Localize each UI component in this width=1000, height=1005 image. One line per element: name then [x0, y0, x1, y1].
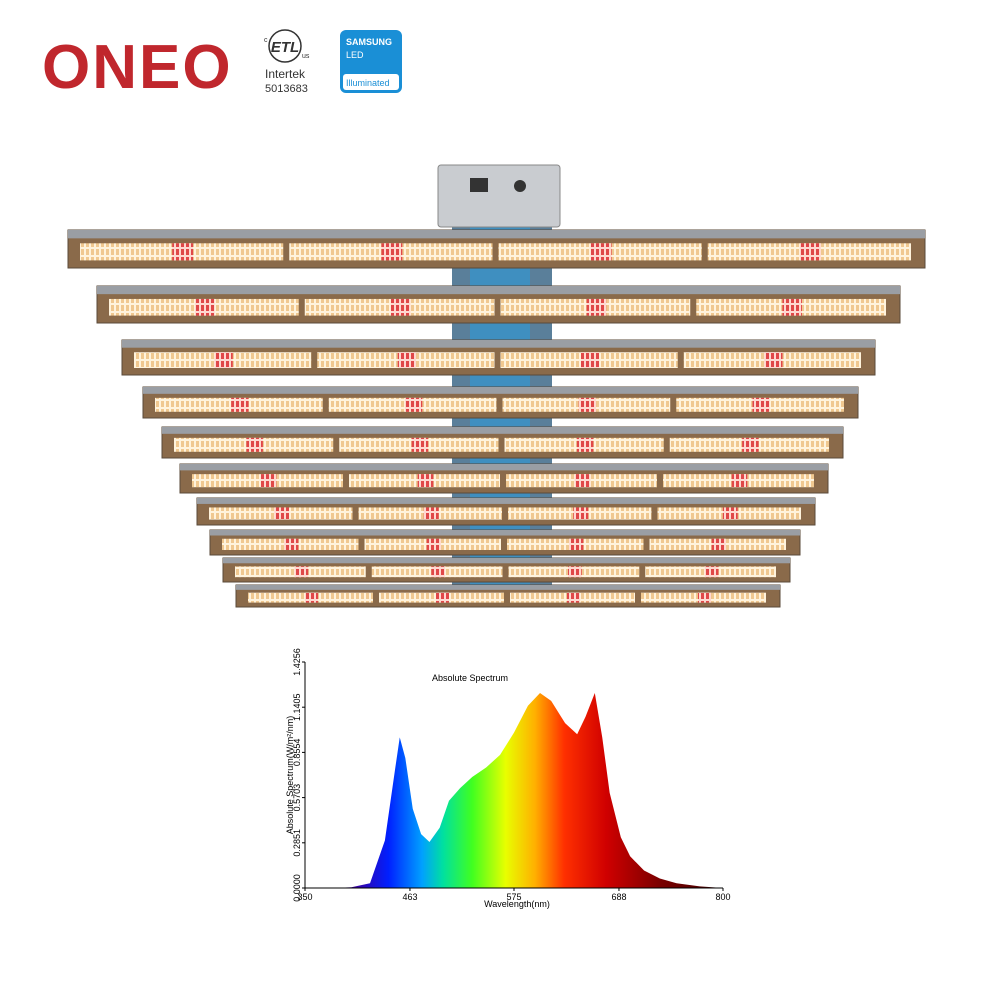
light-bar-top	[97, 286, 900, 295]
red-leds	[195, 298, 215, 316]
red-leds	[246, 437, 263, 452]
y-tick-label: 0.8554	[292, 739, 302, 767]
light-bar-top	[162, 427, 843, 434]
red-leds	[731, 474, 748, 488]
red-leds	[172, 243, 194, 261]
light-bar-top	[236, 585, 780, 590]
red-leds	[381, 243, 403, 261]
etl-text: ETL	[271, 39, 299, 56]
red-leds	[752, 397, 770, 412]
red-leds	[574, 474, 591, 488]
red-leds	[722, 507, 738, 520]
light-bar-top	[180, 464, 828, 471]
red-leds	[304, 592, 319, 603]
badge-illuminated: Illuminated	[346, 78, 390, 88]
y-tick-label: 1.4256	[292, 648, 302, 676]
y-tick-label: 0.0000	[292, 874, 302, 902]
red-leds	[586, 298, 607, 316]
red-leds	[742, 437, 759, 452]
red-leds	[214, 352, 233, 368]
red-leds	[580, 352, 600, 368]
red-leds	[294, 566, 309, 578]
x-tick-label: 688	[611, 892, 626, 902]
red-leds	[576, 437, 594, 452]
driver-switch	[470, 178, 488, 192]
red-leds	[568, 566, 582, 578]
y-tick-label: 0.2851	[292, 829, 302, 857]
badge-led: LED	[346, 50, 364, 60]
x-axis-label: Wavelength(nm)	[484, 899, 550, 909]
red-leds	[435, 592, 450, 603]
grow-light	[67, 164, 926, 608]
red-leds	[578, 397, 597, 412]
y-tick-label: 1.1405	[292, 693, 302, 721]
x-tick-label: 350	[297, 892, 312, 902]
red-leds	[426, 538, 441, 550]
etl-number: 5013683	[265, 83, 308, 95]
red-leds	[260, 474, 277, 488]
x-tick-label: 800	[715, 892, 730, 902]
red-leds	[417, 474, 434, 488]
red-leds	[590, 243, 612, 261]
red-leds	[231, 397, 249, 412]
red-leds	[799, 243, 821, 261]
samsung-badge: SAMSUNG LED Illuminated	[340, 30, 402, 93]
badge-brand: SAMSUNG	[346, 37, 392, 47]
red-leds	[397, 352, 417, 368]
badge-strip	[343, 74, 399, 90]
x-tick-label: 463	[402, 892, 417, 902]
red-leds	[284, 538, 299, 550]
etl-mark: ETL c us Intertek 5013683	[264, 29, 310, 95]
light-bar-top	[210, 530, 800, 536]
spectrum-chart: Absolute Spectrum Wavelength(nm) Absolut…	[285, 648, 731, 909]
etl-us: us	[302, 53, 310, 60]
red-leds	[431, 566, 445, 578]
red-leds	[764, 352, 783, 368]
y-tick-label: 0.5703	[292, 784, 302, 812]
chart-title: Absolute Spectrum	[432, 673, 508, 683]
driver-box	[437, 164, 561, 228]
brand-logo: ONEO	[42, 33, 233, 102]
etl-lab: Intertek	[265, 67, 306, 81]
driver-knob	[514, 180, 526, 192]
spectrum-area	[332, 693, 723, 888]
red-leds	[782, 298, 802, 316]
red-leds	[423, 507, 439, 520]
red-leds	[274, 507, 290, 520]
red-leds	[704, 566, 719, 578]
red-leds	[411, 437, 429, 452]
red-leds	[569, 538, 584, 550]
red-leds	[566, 592, 581, 603]
red-leds	[573, 507, 589, 520]
red-leds	[711, 538, 726, 550]
red-leds	[390, 298, 411, 316]
light-bar-top	[197, 498, 815, 504]
light-bar-top	[143, 387, 858, 394]
light-bar-top	[223, 558, 790, 564]
y-axis-label: Absolute Spectrum(W/m²/nm)	[285, 716, 295, 835]
etl-c: c	[264, 37, 268, 44]
x-tick-label: 575	[506, 892, 521, 902]
etl-ring	[268, 29, 302, 63]
red-leds	[404, 397, 423, 412]
light-bar-top	[122, 340, 875, 348]
light-bar-top	[68, 230, 925, 239]
red-leds	[697, 592, 712, 603]
